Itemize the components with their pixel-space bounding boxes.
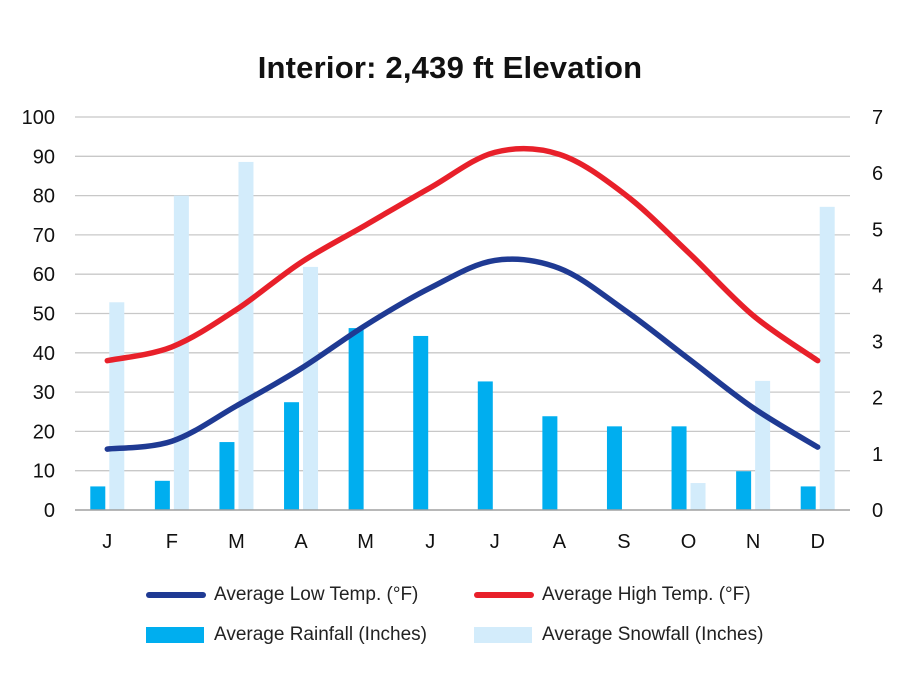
y-left-tick-label: 40 [33, 343, 55, 365]
y-right-tick-label: 7 [872, 107, 883, 129]
x-tick-label: M [357, 531, 374, 553]
y-left-tick-label: 70 [33, 225, 55, 247]
lines [104, 145, 821, 452]
x-tick-label: S [617, 531, 630, 553]
y-left-tick-label: 20 [33, 421, 55, 443]
high-temp-line [104, 145, 821, 364]
y-right-tick-label: 3 [872, 332, 883, 354]
y-left-tick-label: 10 [33, 461, 55, 483]
low-temp-line [104, 256, 821, 452]
rainfall-bar [671, 426, 687, 510]
rainfall-bar [413, 335, 429, 510]
rainfall-bar [154, 480, 170, 510]
snowfall-bar [238, 161, 254, 510]
y-left-tick-label: 80 [33, 186, 55, 208]
rainfall-bar [90, 486, 106, 510]
y-left-tick-label: 30 [33, 382, 55, 404]
y-left-tick-label: 100 [22, 107, 55, 129]
x-tick-label: J [490, 531, 500, 553]
y-left-tick-label: 50 [33, 304, 55, 326]
y-right-tick-label: 1 [872, 444, 883, 466]
snowfall-bar [303, 266, 319, 510]
y-right-tick-label: 4 [872, 275, 883, 297]
x-tick-label: N [746, 531, 760, 553]
snowfall-bar [109, 302, 125, 510]
x-tick-label: A [553, 531, 567, 553]
y-right-tick-label: 6 [872, 163, 883, 185]
x-tick-label: D [810, 531, 824, 553]
snowfall-bar [173, 195, 189, 510]
rainfall-bar [219, 442, 235, 510]
y-left-tick-label: 0 [44, 500, 55, 522]
x-tick-label: A [294, 531, 308, 553]
rainfall-bar [606, 426, 622, 510]
snowfall-bar [819, 206, 835, 511]
y-right-tick-label: 0 [872, 500, 883, 522]
axes: 0 10 20 30 40 50 60 70 80 90 100 0 1 2 3 4 5 6 7 J F M A M J J A S O… [22, 107, 884, 553]
y-left-tick-label: 90 [33, 146, 55, 168]
rainfall-bar [800, 486, 816, 510]
x-tick-label: M [228, 531, 245, 553]
x-tick-label: O [681, 531, 697, 553]
chart-title: Interior: 2,439 ft Elevation [257, 50, 643, 85]
x-tick-label: J [102, 531, 112, 553]
rainfall-bar [542, 416, 558, 510]
y-right-tick-label: 5 [872, 219, 883, 241]
snowfall-bar [755, 380, 771, 510]
y-left-tick-label: 60 [33, 264, 55, 286]
rainfall-bar [348, 328, 364, 510]
snowfall-bar [690, 483, 706, 510]
rainfall-bar [477, 381, 493, 510]
x-tick-label: J [425, 531, 435, 553]
rainfall-bar [736, 471, 752, 510]
bars [90, 161, 835, 511]
rainfall-bar [284, 402, 300, 510]
x-tick-label: F [166, 531, 178, 553]
y-right-tick-label: 2 [872, 388, 883, 410]
